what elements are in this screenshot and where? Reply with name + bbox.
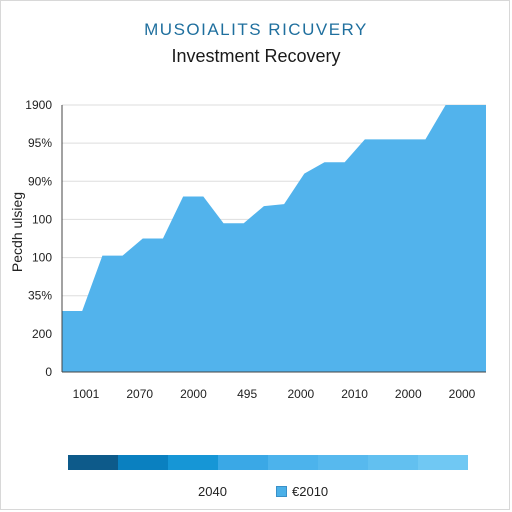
y-axis-label: Pecdh ulsieg <box>9 192 25 272</box>
legend-year-label: 2040 <box>198 484 227 499</box>
x-tick-label: 495 <box>237 387 257 401</box>
legend-swatch <box>276 486 287 497</box>
x-tick-label: 2000 <box>449 387 476 401</box>
y-tick-label: 100 <box>32 212 52 226</box>
legend-gradient-segment <box>268 455 318 470</box>
area-fill <box>62 105 486 372</box>
axes <box>61 105 486 373</box>
x-tick-label: 2070 <box>126 387 153 401</box>
y-tick-label: 0 <box>45 365 52 379</box>
legend-gradient-segment <box>368 455 418 470</box>
legend-gradient-segment <box>168 455 218 470</box>
y-tick-label: 200 <box>32 327 52 341</box>
y-tick-label: 100 <box>32 251 52 265</box>
x-tick-labels: 1001 2070 2000 495 2000 2010 2000 2000 <box>73 387 476 401</box>
y-tick-label: 95% <box>28 136 52 150</box>
x-tick-label: 1001 <box>73 387 100 401</box>
area-series <box>62 105 486 372</box>
legend-gradient-segment <box>418 455 468 470</box>
y-tick-label: 1900 <box>25 98 52 112</box>
y-tick-label: 90% <box>28 174 52 188</box>
x-tick-label: 2010 <box>341 387 368 401</box>
legend-gradient-segment <box>68 455 118 470</box>
legend-gradient-segment <box>118 455 168 470</box>
brand-title: MUSOIALITS RICUVERY <box>144 20 368 39</box>
y-tick-label: 35% <box>28 289 52 303</box>
x-tick-label: 2000 <box>288 387 315 401</box>
chart-title: Investment Recovery <box>171 46 341 66</box>
x-tick-label: 2000 <box>395 387 422 401</box>
x-tick-label: 2000 <box>180 387 207 401</box>
legend-series-label: €2010 <box>292 484 329 499</box>
legend-gradient-segment <box>218 455 268 470</box>
y-tick-labels: 1900 95% 90% 100 100 35% 200 0 <box>25 98 52 379</box>
legend-gradient-bar <box>68 455 468 470</box>
legend-gradient-segment <box>318 455 368 470</box>
